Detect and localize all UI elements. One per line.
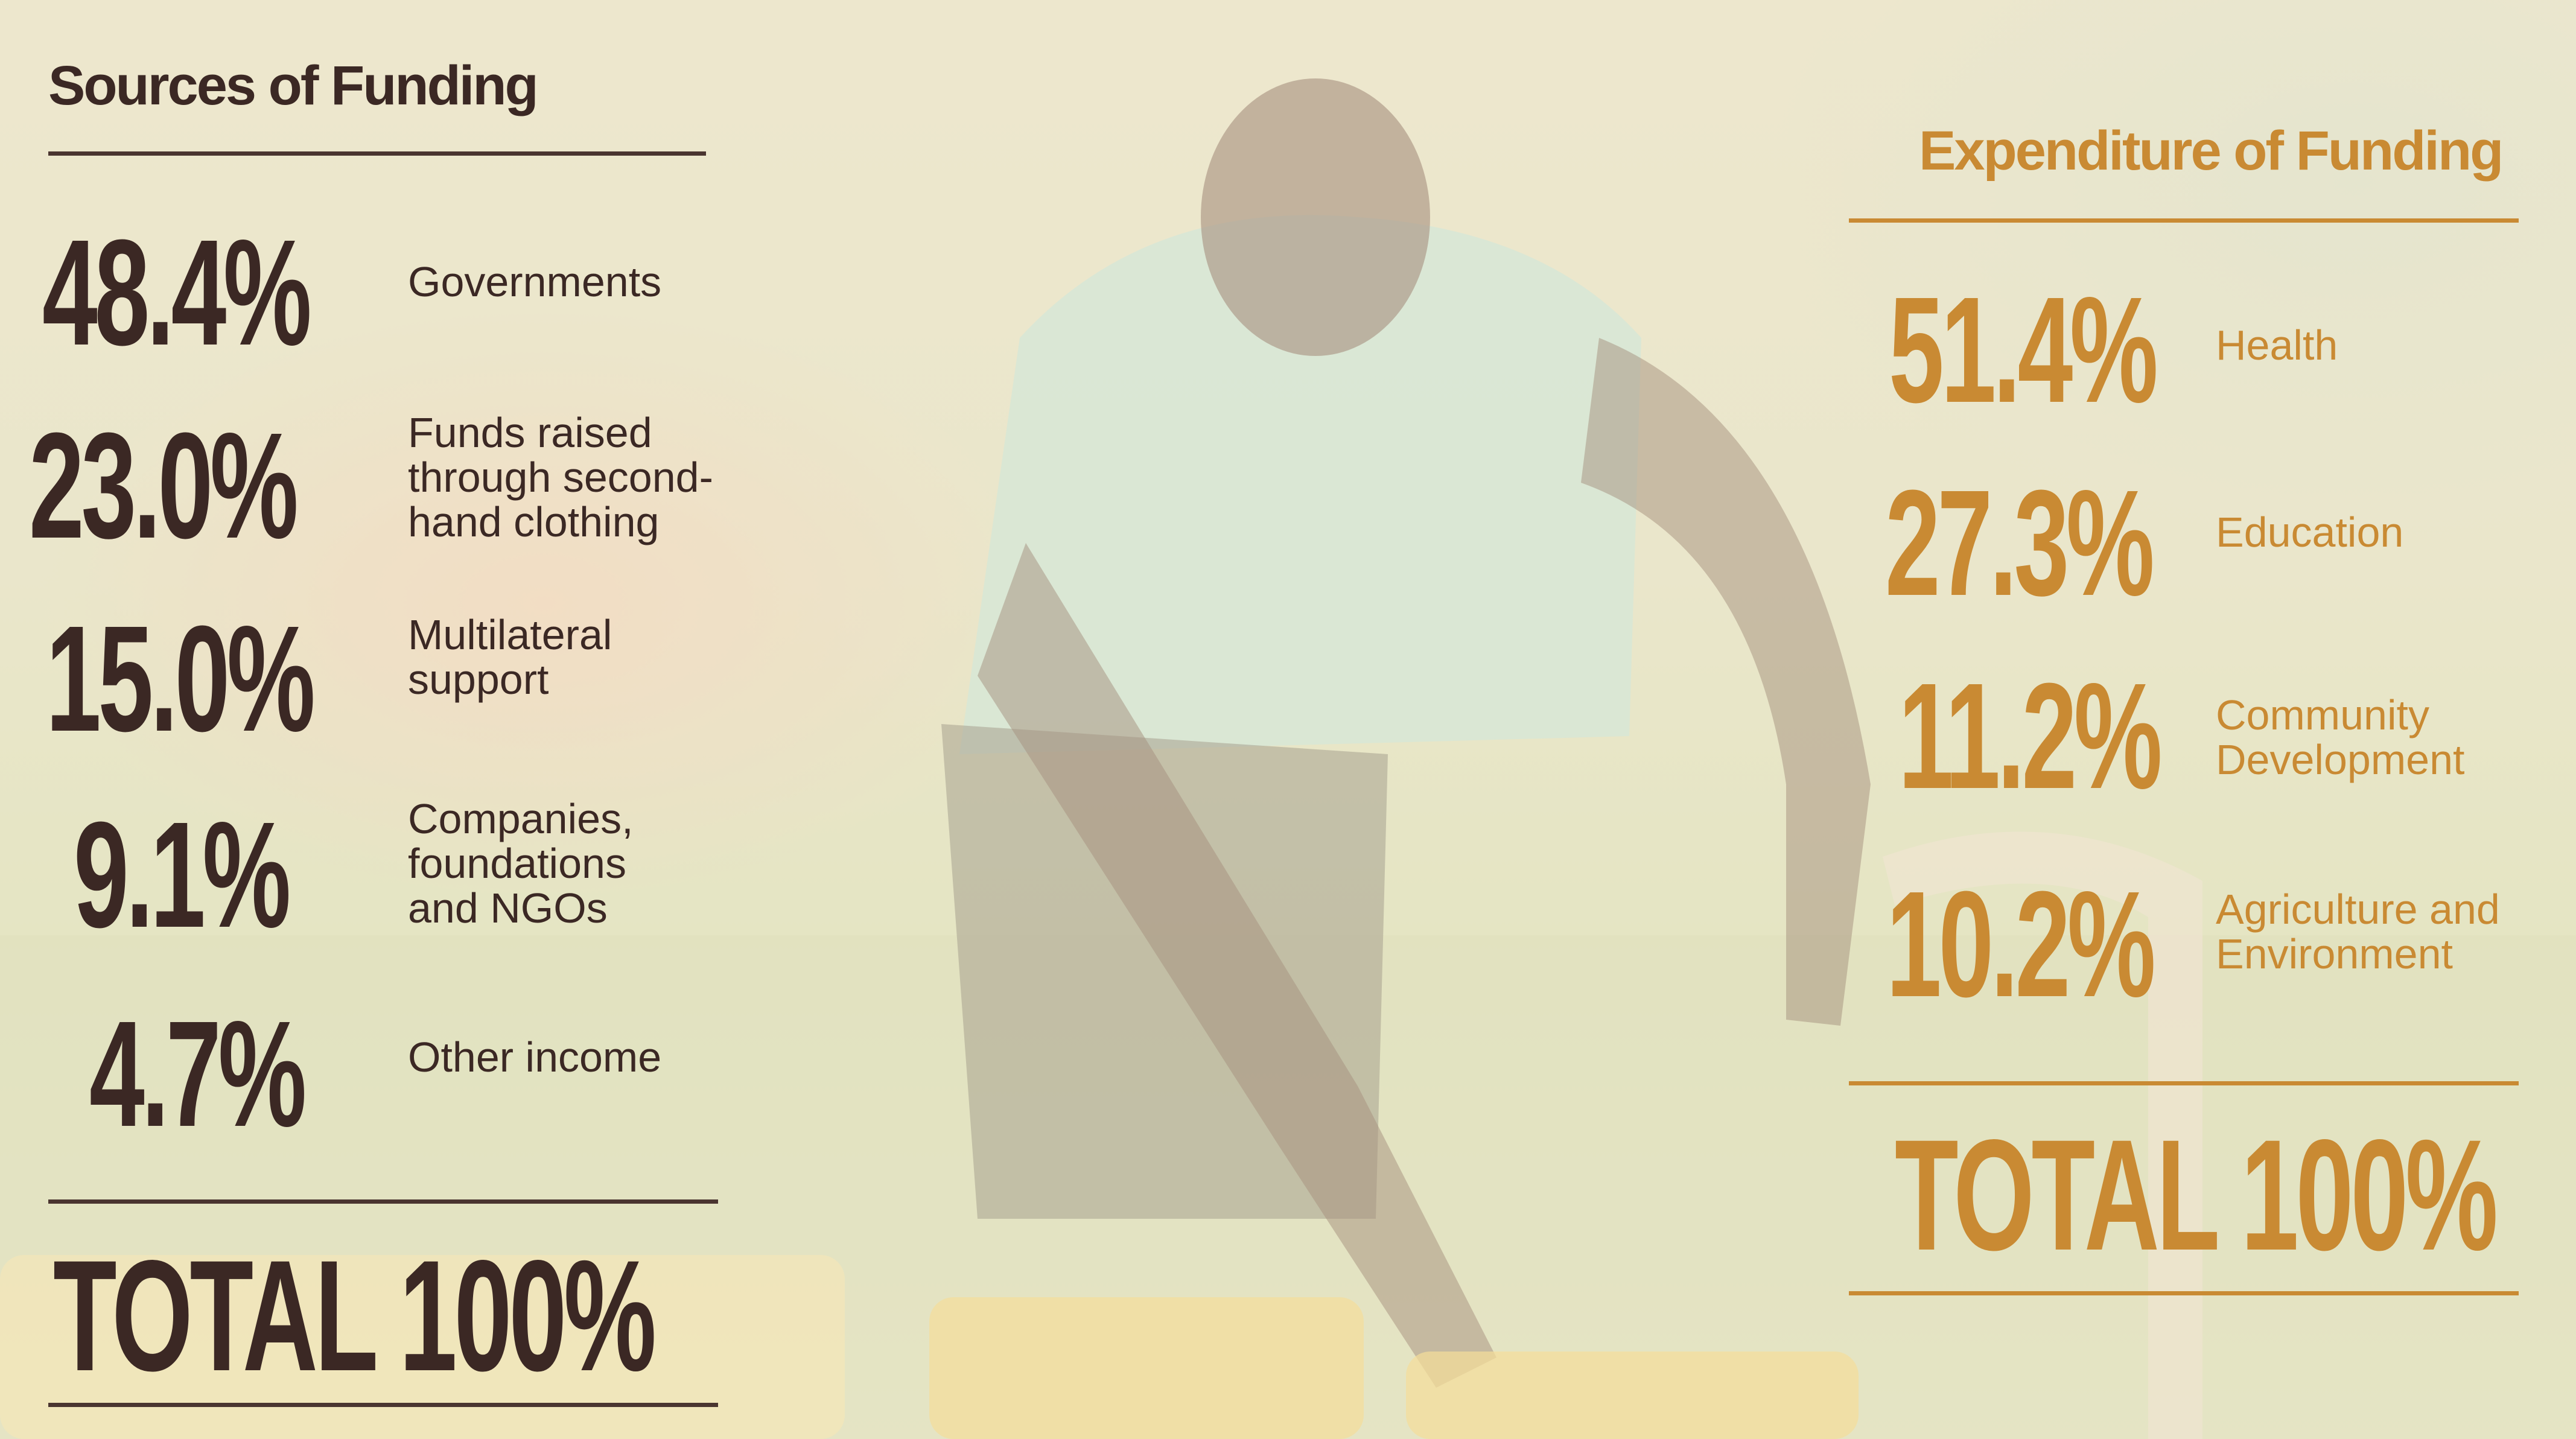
expenditure-total-bottom-divider [1849,1291,2519,1295]
sources-label-other: Other income [408,1034,662,1081]
sources-total-top-divider [48,1199,718,1204]
sources-total: TOTAL 100% [53,1227,657,1404]
sources-label-companies: Companies, foundations and NGOs [408,795,634,932]
expenditure-total-top-divider [1849,1081,2519,1085]
expenditure-value-community: 11.2% [1898,652,2163,820]
expenditure-value-education: 27.3% [1885,459,2155,627]
sources-value-companies: 9.1% [74,790,291,959]
sources-value-clothing: 23.0% [29,401,299,570]
sources-label-clothing: Funds raised through second- hand clothi… [408,409,713,545]
expenditure-value-health: 51.4% [1889,265,2158,434]
expenditure-value-agriculture: 10.2% [1886,860,2156,1028]
sources-value-governments: 48.4% [42,208,312,376]
sources-label-governments: Governments [408,258,662,305]
sources-total-bottom-divider [48,1403,718,1407]
expenditure-heading-divider [1849,218,2519,223]
expenditure-label-health: Health [2216,322,2338,369]
sources-label-multilateral: Multilateral support [408,611,612,703]
expenditure-label-agriculture: Agriculture and Environment [2216,886,2500,977]
expenditure-panel: Expenditure of Funding 51.4% Health 27.3… [1840,0,2576,1439]
expenditure-total: TOTAL 100% [1895,1107,2498,1283]
sources-value-multilateral: 15.0% [46,594,316,763]
sources-panel: Sources of Funding 48.4% Governments 23.… [0,0,754,1439]
expenditure-label-education: Education [2216,509,2404,556]
expenditure-label-community: Community Development [2216,691,2465,783]
expenditure-heading: Expenditure of Funding [1919,120,2504,182]
sources-heading-divider [48,151,706,156]
sources-value-other: 4.7% [89,990,307,1158]
sources-heading: Sources of Funding [48,55,539,116]
